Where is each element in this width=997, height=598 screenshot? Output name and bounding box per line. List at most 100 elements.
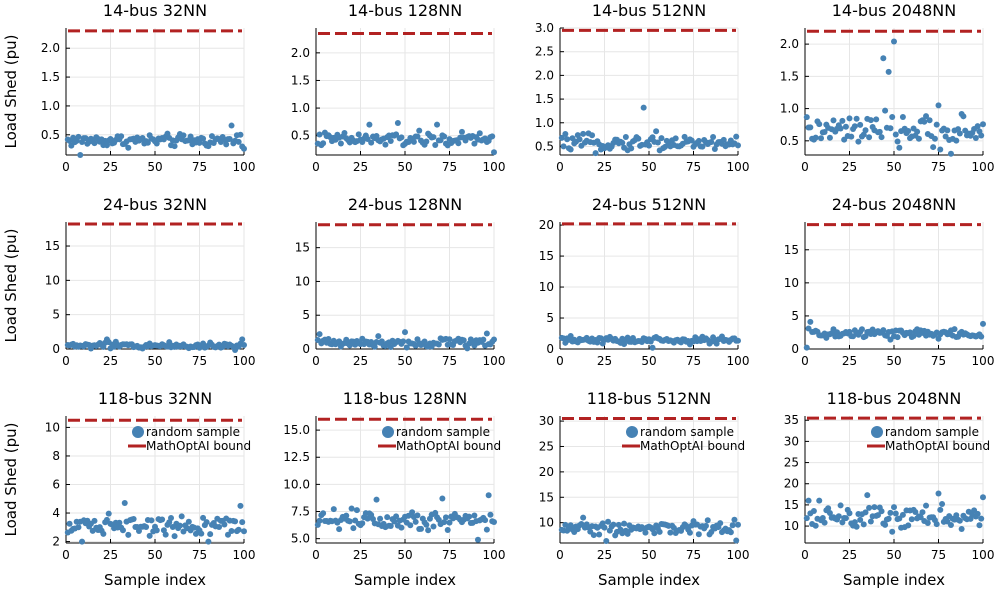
x-tick-label: 25 [103,160,118,174]
y-tick-label: 0.5 [535,139,554,153]
data-point [485,492,492,499]
legend-label-bound: MathOptAI bound [885,439,990,453]
data-point [228,122,235,129]
x-tick-label: 100 [972,354,995,368]
data-point [803,114,810,121]
data-point [839,117,846,124]
data-point [956,517,963,524]
data-point [91,140,98,147]
y-tick-label: 2.5 [535,45,554,59]
data-point [978,515,985,522]
data-point [232,518,239,525]
data-point [960,113,967,120]
data-point [862,509,869,516]
data-point [842,123,849,130]
x-tick-label: 0 [556,548,564,562]
data-point [316,131,323,138]
data-point [316,517,323,524]
x-tick-label: 50 [886,354,901,368]
data-point [116,519,123,526]
subplot-title: 24-bus 512NN [592,195,706,214]
data-point [812,134,819,141]
y-tick-label: 0.5 [780,134,799,148]
data-point [560,143,567,150]
x-tick-label: 100 [233,548,256,562]
data-point [391,518,398,525]
data-point [483,526,490,533]
data-point [196,139,203,146]
data-point [867,117,874,124]
data-point [710,133,717,140]
data-point [410,138,417,145]
data-point [924,520,931,527]
y-tick-label: 5 [791,309,799,323]
data-point [476,130,483,137]
data-point [842,515,849,522]
data-point [601,524,608,531]
data-point [366,121,373,128]
subplot-title: 118-bus 512NN [587,389,712,408]
data-point [654,139,661,146]
subplot-7: 0 25 50 75 100 0 5 10 15 20 24-bus 512NN [539,195,750,368]
data-point [224,531,231,538]
x-tick-label: 50 [641,354,656,368]
data-point [414,133,421,140]
data-point [409,509,416,516]
data-point [187,133,194,140]
data-point [880,55,887,62]
data-point [226,135,233,142]
data-point [937,506,944,513]
data-point [596,531,603,538]
data-point [672,135,679,142]
y-axis-label: Load Shed (pu) [2,422,20,536]
data-point [77,152,84,158]
data-point [75,133,82,140]
y-tick-label: 6 [52,477,60,491]
data-point [891,504,897,511]
data-point [100,530,107,537]
x-tick-label: 50 [886,160,901,174]
data-point [430,134,437,141]
data-point [434,121,441,128]
data-point [894,138,901,145]
y-tick-label: 2.0 [41,41,60,55]
x-tick-label: 75 [931,160,946,174]
data-point [708,138,715,145]
x-tick-label: 75 [442,160,457,174]
subplot-title: 118-bus 128NN [343,389,468,408]
data-point [695,531,702,538]
data-point [816,497,823,504]
x-tick-label: 25 [597,548,612,562]
y-tick-label: 15.0 [283,423,310,437]
x-tick-label: 0 [556,160,564,174]
y-tick-label: 5 [302,308,310,322]
data-point [667,529,674,536]
data-point [821,128,828,135]
data-point [974,123,981,130]
subplot-4: 0 25 50 75 100 0.5 1.0 1.5 2.0 14-bus 2048NN [780,1,995,174]
data-point [423,138,430,145]
data-point [980,121,986,128]
x-tick-label: 100 [727,354,750,368]
x-tick-label: 50 [641,160,656,174]
data-point [418,525,425,532]
data-point [864,492,871,499]
x-tick-label: 0 [801,354,809,368]
data-point [853,115,860,122]
data-point [935,490,942,497]
data-point [143,523,150,530]
data-point [862,127,869,134]
data-point [460,337,467,344]
data-point [221,521,228,528]
y-tick-label: 2.0 [291,46,310,60]
data-point [491,336,497,343]
x-tick-label: 25 [842,548,857,562]
data-point [241,145,247,152]
data-point [489,133,496,140]
data-point [825,505,832,512]
data-point [866,134,873,141]
x-tick-label: 100 [972,160,995,174]
y-tick-label: 25 [539,439,554,453]
